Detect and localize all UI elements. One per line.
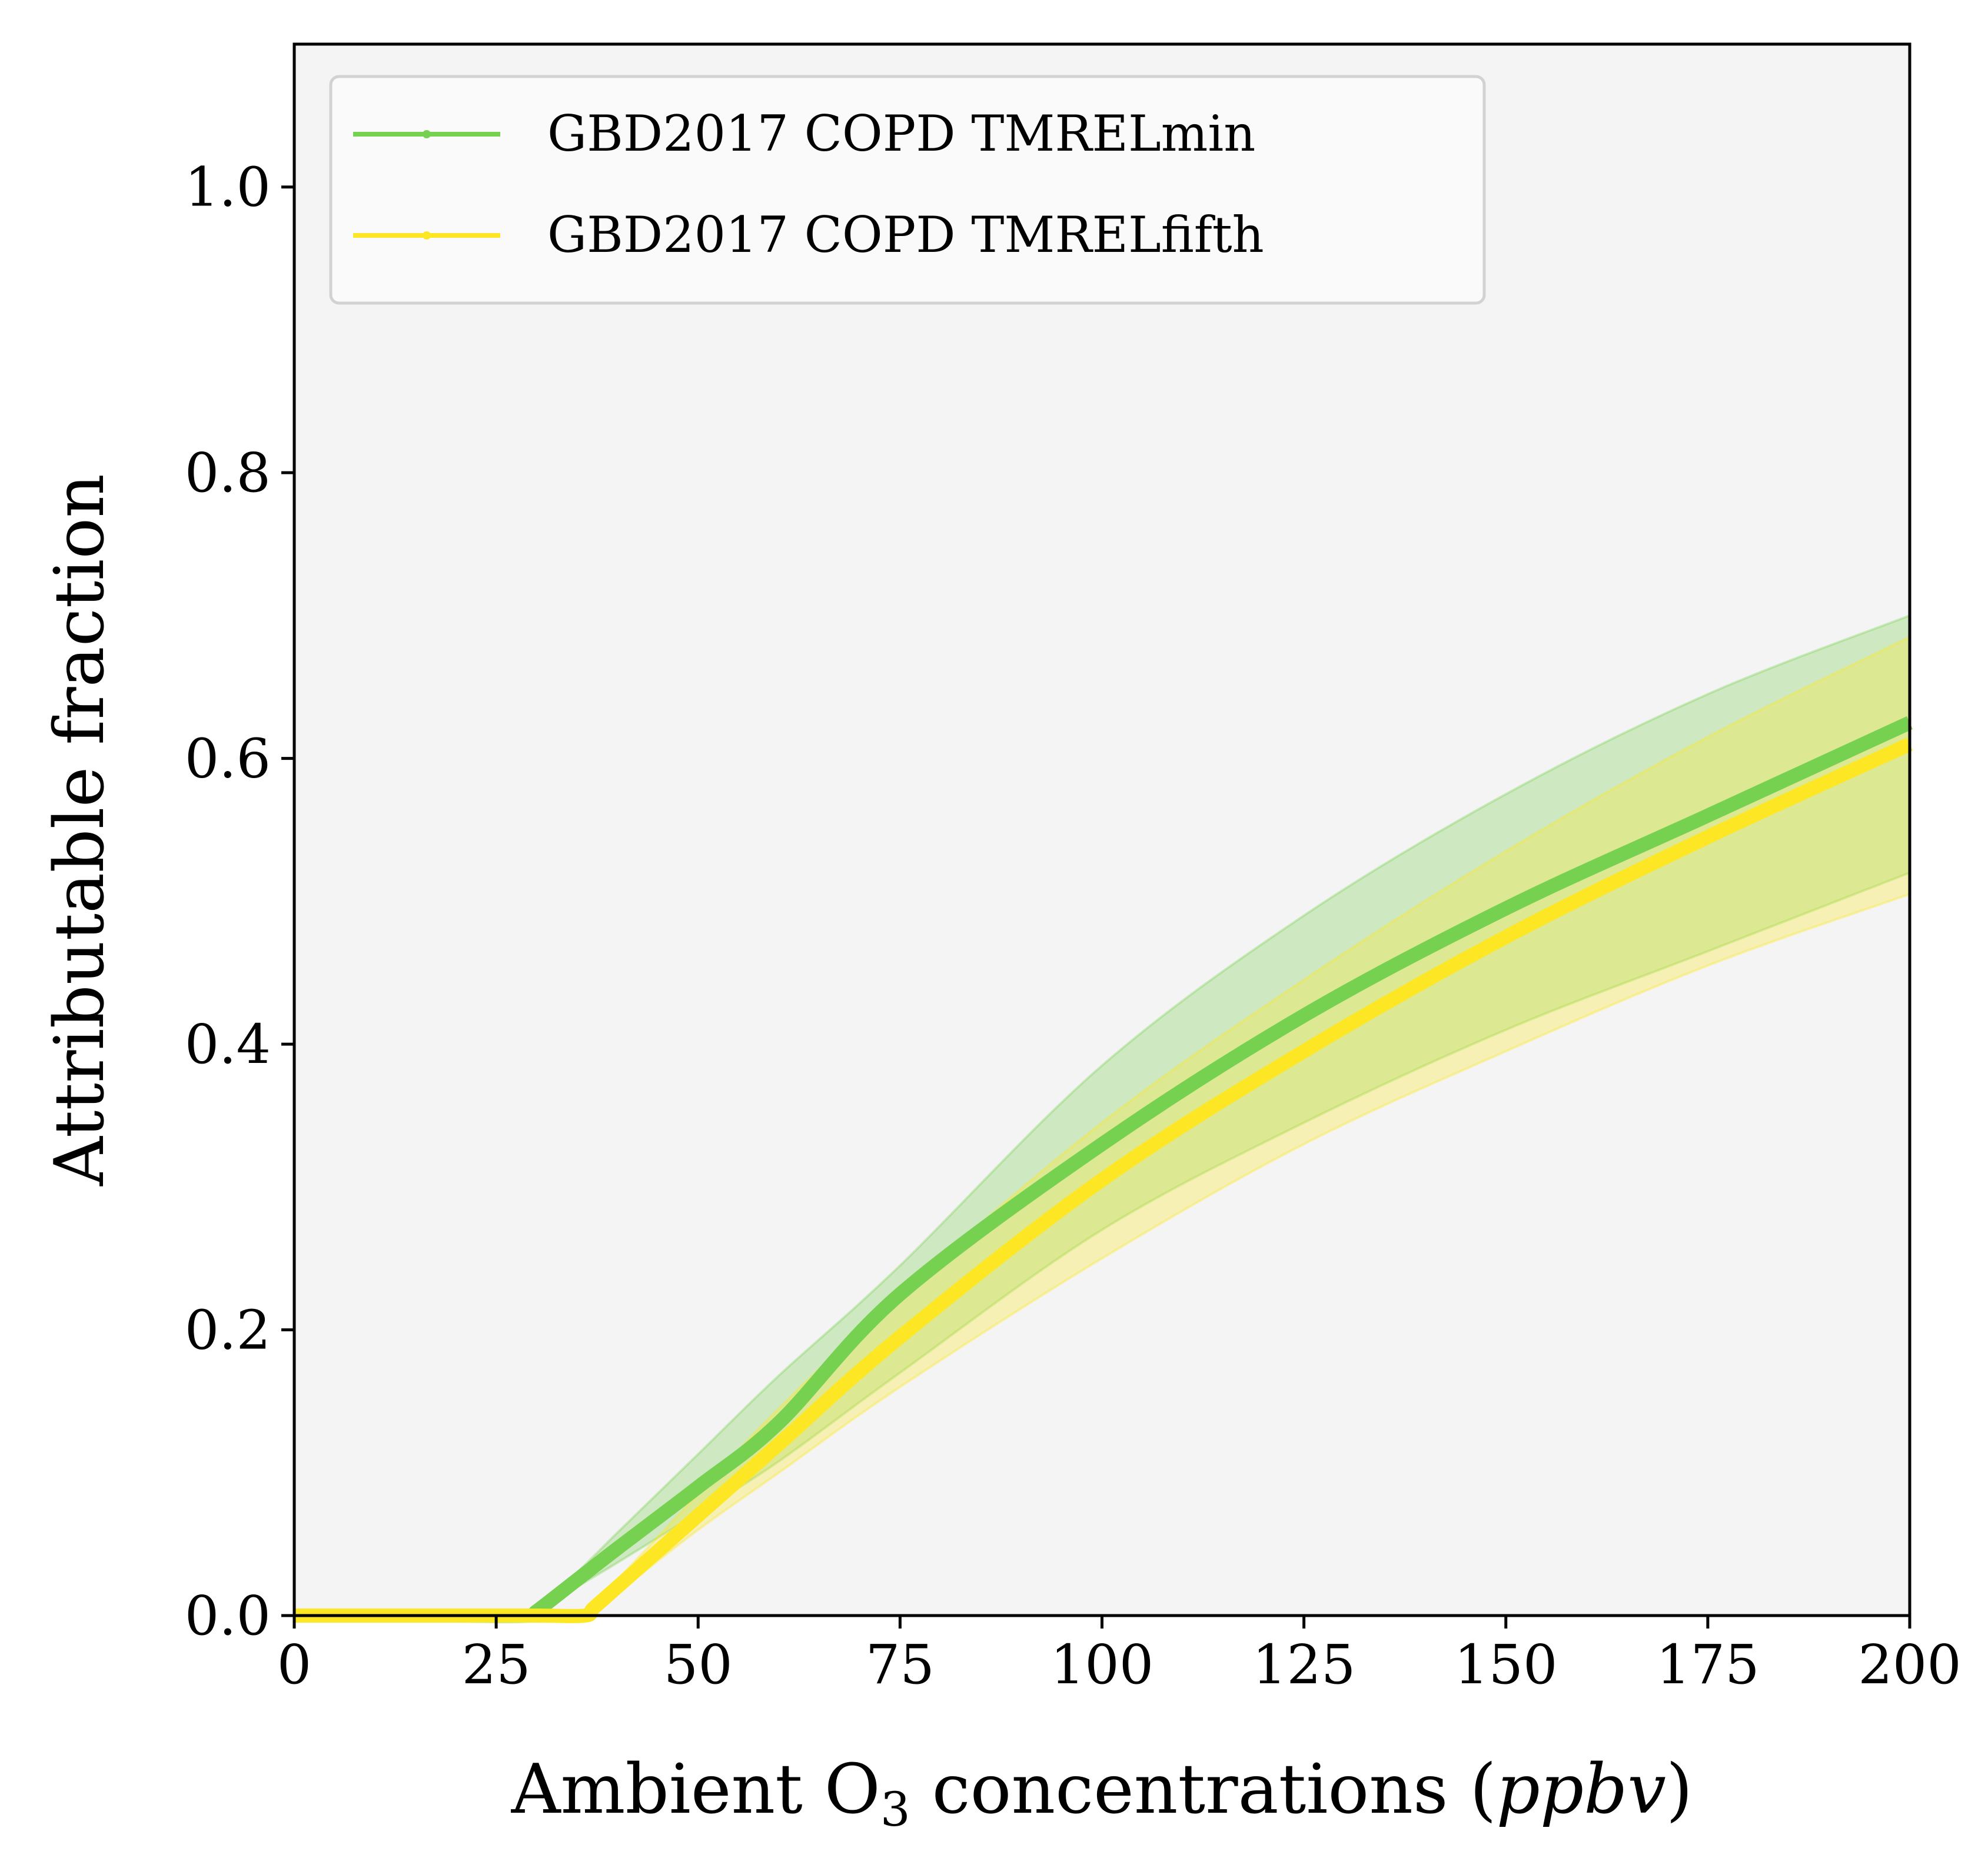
x-tick-label: 175 — [1656, 1633, 1760, 1696]
x-axis: 0 25 50 75 100 125 150 175 200 — [277, 1616, 1962, 1696]
x-tick-label: 50 — [664, 1633, 733, 1696]
x-axis-label-main: Ambient O — [511, 1750, 880, 1829]
x-tick-label: 100 — [1050, 1633, 1154, 1696]
band-tmrelmin — [294, 613, 1911, 1617]
y-tick-label: 0.2 — [185, 1299, 271, 1362]
x-axis-label-subscript: 3 — [880, 1782, 910, 1837]
x-tick-label: 200 — [1858, 1633, 1962, 1696]
x-tick-label: 150 — [1454, 1633, 1558, 1696]
plot-area — [294, 44, 1910, 1616]
y-tick-label: 1.0 — [185, 156, 271, 219]
x-tick-label: 25 — [462, 1633, 531, 1696]
x-axis-label-unit: ppbv — [1497, 1750, 1666, 1829]
legend: GBD2017 COPD TMRELmin GBD2017 COPD TMREL… — [329, 75, 1486, 305]
x-tick-label: 75 — [866, 1633, 935, 1696]
legend-label-tmrelfifth: GBD2017 COPD TMRELfifth — [547, 206, 1264, 264]
legend-label-tmrelmin: GBD2017 COPD TMRELmin — [547, 105, 1255, 162]
legend-marker-tmrelmin — [423, 130, 431, 138]
x-axis-label: Ambient O3 concentrations (ppbv) — [511, 1750, 1693, 1837]
y-tick-label: 0.6 — [185, 727, 271, 790]
y-tick-label: 0.4 — [185, 1013, 271, 1076]
x-axis-label-suffix: concentrations ( — [910, 1750, 1497, 1829]
y-axis: 0.0 0.2 0.4 0.6 0.8 1.0 — [185, 156, 294, 1647]
legend-box — [329, 75, 1486, 305]
x-tick-label: 0 — [277, 1633, 312, 1696]
y-tick-label: 0.0 — [185, 1584, 271, 1647]
legend-marker-tmrelfifth — [423, 231, 431, 240]
x-tick-label: 125 — [1252, 1633, 1356, 1696]
x-axis-label-close: ) — [1666, 1750, 1693, 1829]
y-tick-label: 0.8 — [185, 441, 271, 504]
y-axis-label: Attributable fraction — [40, 474, 119, 1187]
